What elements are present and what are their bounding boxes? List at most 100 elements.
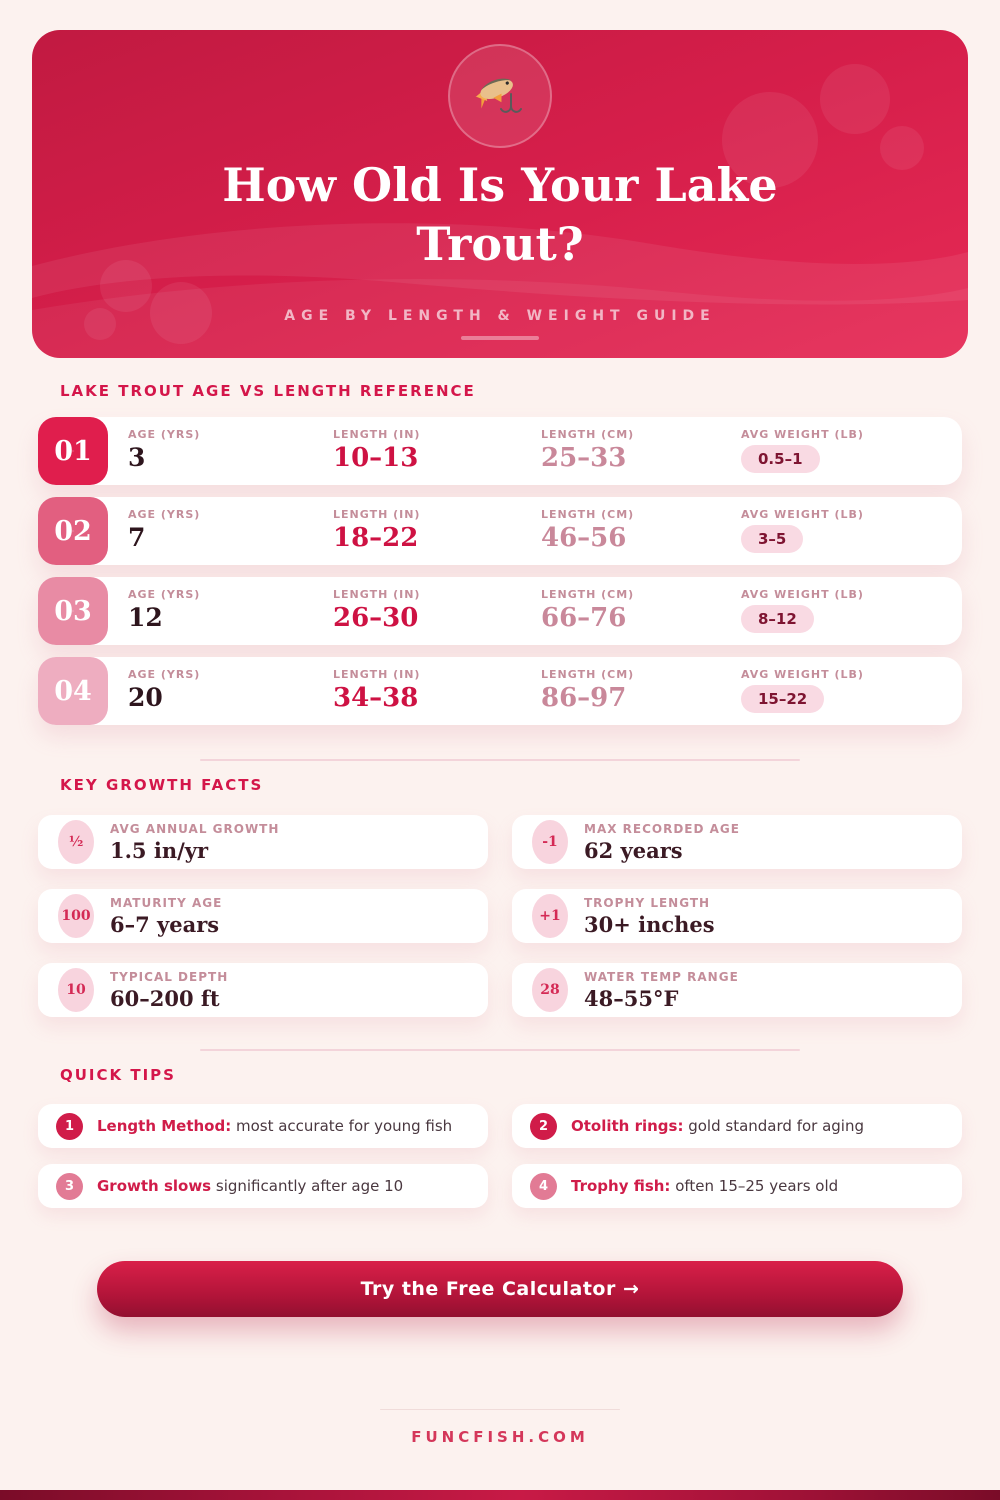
table-cell-weight: AVG WEIGHT (LB) 0.5–1: [741, 428, 864, 473]
fact-text: AVG ANNUAL GROWTH 1.5 in/yr: [110, 822, 279, 863]
column-label: AVG WEIGHT (LB): [741, 428, 864, 441]
cell-value: 34–38: [333, 683, 419, 713]
fact-text: MAX RECORDED AGE 62 years: [584, 822, 740, 863]
column-label: AGE (YRS): [128, 588, 201, 601]
page-title-line1: How Old Is Your Lake: [222, 158, 778, 212]
column-label: LENGTH (CM): [541, 508, 635, 521]
fact-badge: 100: [58, 894, 94, 938]
table-cell-age: AGE (YRS) 7: [128, 508, 200, 552]
column-label: LENGTH (IN): [333, 668, 421, 681]
fact-text: MATURITY AGE 6–7 years: [110, 896, 222, 937]
table-row: 02 AGE (YRS) 7 LENGTH (IN) 18–22 LENGTH (CM) 4…: [38, 497, 962, 565]
column-label: LENGTH (IN): [333, 588, 421, 601]
table-cell-length_in: LENGTH (IN) 26–30: [333, 588, 420, 633]
fact-value: 1.5 in/yr: [110, 837, 209, 863]
fact-text: TYPICAL DEPTH 60–200 ft: [110, 970, 228, 1011]
try-calculator-button[interactable]: Try the Free Calculator →: [97, 1261, 903, 1317]
wave-decoration: [32, 223, 968, 358]
tip-number-badge: 3: [56, 1172, 83, 1200]
hero-banner: How Old Is Your Lake Trout? AGE BY LENGT…: [32, 30, 968, 358]
fishing-fish-and-hook-icon: [474, 78, 522, 113]
table-cell-length_in: LENGTH (IN) 10–13: [333, 428, 420, 473]
tip-number-badge: 2: [530, 1112, 557, 1140]
cell-value: 66–76: [541, 603, 627, 633]
table-cell-length_in: LENGTH (IN) 18–22: [333, 508, 420, 553]
cell-value: 10–13: [333, 443, 419, 473]
footer-divider: [380, 1409, 620, 1410]
bubble-decoration: [100, 260, 152, 312]
table-cell-length_cm: LENGTH (CM) 46–56: [541, 508, 634, 553]
fact-label: WATER TEMP RANGE: [584, 969, 739, 984]
row-number-badge: 03: [38, 577, 108, 645]
quick-tips-heading: QUICK TIPS: [60, 1066, 176, 1084]
page-title-line2: Trout?: [416, 216, 584, 271]
fact-label: AVG ANNUAL GROWTH: [110, 821, 280, 836]
table-cell-weight: AVG WEIGHT (LB) 8–12: [741, 588, 864, 633]
column-label: AGE (YRS): [128, 508, 201, 521]
fact-badge: +1: [532, 894, 568, 938]
fact-card: 100 MATURITY AGE 6–7 years: [38, 889, 488, 943]
table-cell-age: AGE (YRS) 3: [128, 428, 200, 472]
bubble-decoration: [880, 126, 924, 170]
fact-card: 10 TYPICAL DEPTH 60–200 ft: [38, 963, 488, 1017]
cell-value: 86–97: [541, 683, 627, 713]
footer-domain-link[interactable]: FUNCFISH.COM: [411, 1428, 589, 1446]
growth-facts-heading: KEY GROWTH FACTS: [60, 776, 264, 794]
reference-table: 01 AGE (YRS) 3 LENGTH (IN) 10–13 LENGTH (CM) 2…: [38, 417, 962, 737]
table-cell-length_cm: LENGTH (CM) 66–76: [541, 588, 634, 633]
tip-text: Growth slows significantly after age 10: [97, 1177, 404, 1195]
tip-text: Length Method: most accurate for young f…: [97, 1117, 453, 1135]
tip-card: 2 Otolith rings: gold standard for aging: [512, 1104, 962, 1148]
weight-badge: 3–5: [741, 525, 804, 553]
column-label: AVG WEIGHT (LB): [741, 588, 864, 601]
tip-bold-text: Otolith rings:: [571, 1117, 684, 1135]
bubble-decoration: [150, 282, 212, 344]
fact-badge: 28: [532, 968, 568, 1012]
growth-facts-grid: ½ AVG ANNUAL GROWTH 1.5 in/yr -1 MAX RECORDE…: [38, 815, 962, 1017]
bubble-decoration: [820, 64, 890, 134]
table-cell-length_in: LENGTH (IN) 34–38: [333, 668, 420, 713]
fact-label: MAX RECORDED AGE: [584, 821, 740, 836]
fact-label: MATURITY AGE: [110, 895, 223, 910]
cell-value: 46–56: [541, 523, 627, 553]
table-row: 04 AGE (YRS) 20 LENGTH (IN) 34–38 LENGTH (CM)…: [38, 657, 962, 725]
cell-value: 26–30: [333, 603, 419, 633]
column-label: LENGTH (IN): [333, 428, 421, 441]
bubble-decoration: [722, 92, 818, 188]
fact-value: 6–7 years: [110, 911, 220, 937]
section-divider: [200, 759, 800, 761]
quick-tips-grid: 1 Length Method: most accurate for young …: [38, 1104, 962, 1208]
fact-text: WATER TEMP RANGE 48–55°F: [584, 970, 739, 1011]
table-row: 01 AGE (YRS) 3 LENGTH (IN) 10–13 LENGTH (CM) 2…: [38, 417, 962, 485]
fact-card: 28 WATER TEMP RANGE 48–55°F: [512, 963, 962, 1017]
tip-bold-text: Length Method:: [97, 1117, 232, 1135]
column-label: LENGTH (IN): [333, 508, 421, 521]
row-number-badge: 01: [38, 417, 108, 485]
fact-value: 60–200 ft: [110, 985, 220, 1011]
cell-value: 3: [128, 443, 146, 472]
section-divider: [200, 1049, 800, 1051]
cell-value: 18–22: [333, 523, 419, 553]
column-label: LENGTH (CM): [541, 668, 635, 681]
cell-value: 25–33: [541, 443, 627, 473]
table-cell-weight: AVG WEIGHT (LB) 3–5: [741, 508, 864, 553]
tip-card: 3 Growth slows significantly after age 10: [38, 1164, 488, 1208]
fact-badge: ½: [58, 820, 94, 864]
table-row-card: [38, 497, 962, 565]
page-subtitle: AGE BY LENGTH & WEIGHT GUIDE: [284, 308, 716, 324]
tip-text: Trophy fish: often 15–25 years old: [571, 1177, 839, 1195]
cell-value: 7: [128, 523, 146, 552]
cell-value: 20: [128, 683, 163, 712]
bottom-accent-bar: [0, 1490, 1000, 1500]
table-row: 03 AGE (YRS) 12 LENGTH (IN) 26–30 LENGTH (CM)…: [38, 577, 962, 645]
weight-badge: 8–12: [741, 605, 814, 633]
tip-number-badge: 1: [56, 1112, 83, 1140]
column-label: LENGTH (CM): [541, 428, 635, 441]
table-cell-weight: AVG WEIGHT (LB) 15–22: [741, 668, 864, 713]
fact-card: ½ AVG ANNUAL GROWTH 1.5 in/yr: [38, 815, 488, 869]
tip-bold-text: Growth slows: [97, 1177, 212, 1195]
fact-card: -1 MAX RECORDED AGE 62 years: [512, 815, 962, 869]
bubble-decoration: [84, 308, 116, 340]
fact-value: 48–55°F: [584, 985, 679, 1011]
logo-badge: [448, 44, 552, 148]
